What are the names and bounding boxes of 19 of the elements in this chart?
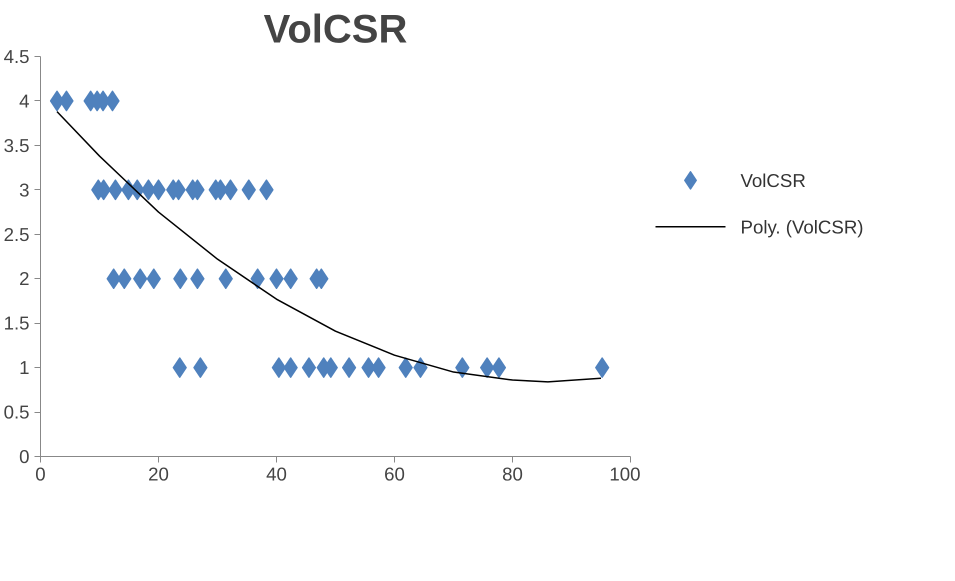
y-tick-label: 4.5 bbox=[4, 46, 30, 67]
y-tick-label: 0 bbox=[19, 446, 30, 467]
y-tick-label: 2.5 bbox=[4, 224, 30, 245]
legend-label: VolCSR bbox=[740, 170, 806, 191]
x-tick-label: 0 bbox=[35, 464, 46, 484]
y-tick-label: 0.5 bbox=[4, 402, 30, 423]
x-tick-label: 60 bbox=[384, 464, 405, 484]
y-tick-label: 4 bbox=[19, 90, 30, 112]
y-tick-label: 3 bbox=[19, 179, 30, 200]
legend-label: Poly. (VolCSR) bbox=[740, 216, 864, 238]
x-tick-label: 40 bbox=[266, 464, 287, 484]
x-tick-label: 80 bbox=[502, 464, 523, 484]
chart-title: VolCSR bbox=[264, 8, 408, 52]
y-tick-label: 1.5 bbox=[4, 312, 30, 334]
x-tick-label: 100 bbox=[609, 464, 641, 484]
y-tick-label: 1 bbox=[19, 357, 30, 378]
x-tick-label: 20 bbox=[148, 464, 169, 484]
y-tick-label: 2 bbox=[19, 268, 30, 290]
y-tick-label: 3.5 bbox=[4, 134, 30, 156]
